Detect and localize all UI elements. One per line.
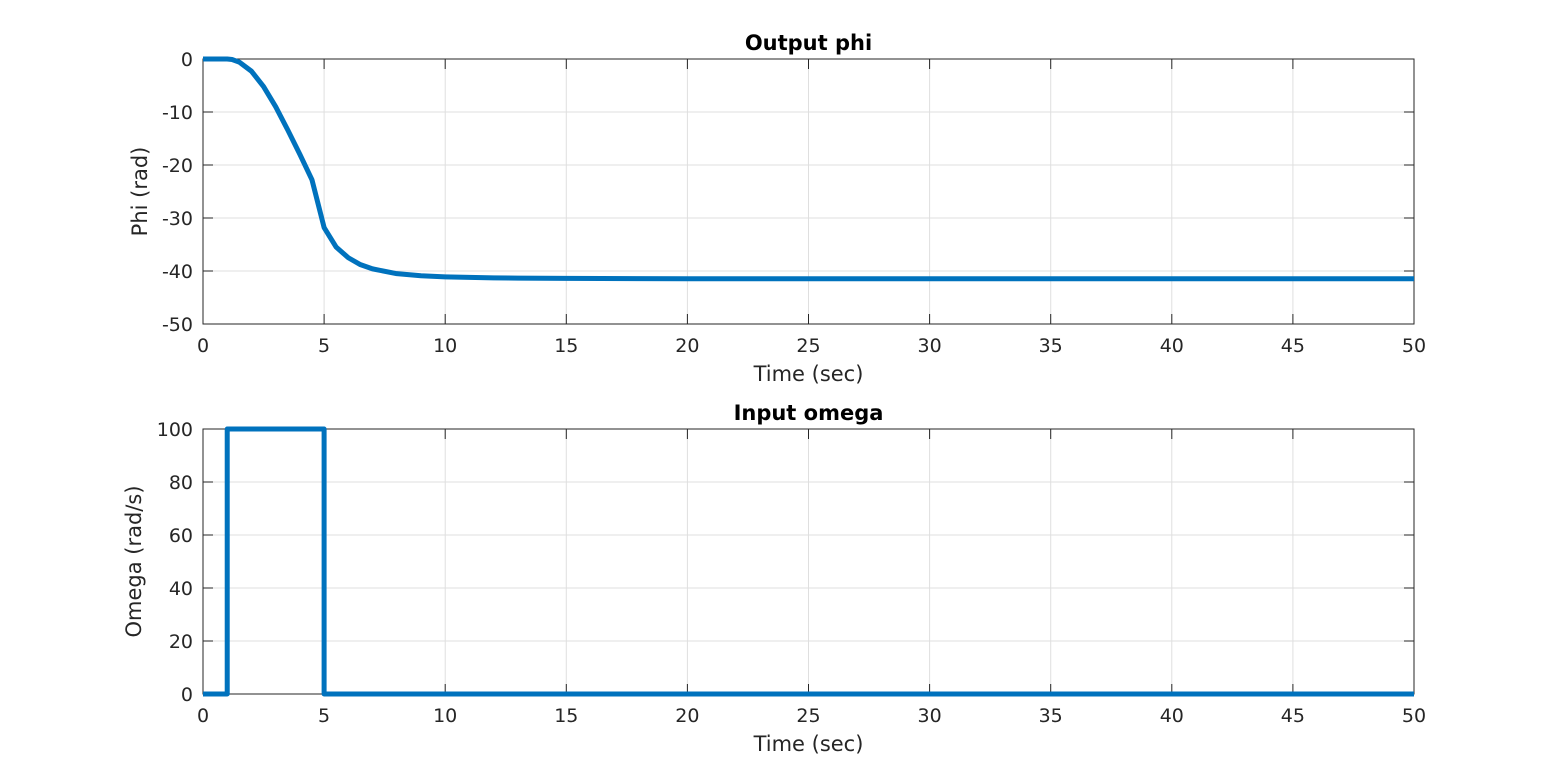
y-axis-label: Phi (rad) bbox=[128, 147, 152, 237]
x-tick-label: 40 bbox=[1160, 705, 1184, 727]
y-tick-label: 40 bbox=[169, 578, 193, 600]
x-tick-label: 10 bbox=[433, 335, 457, 357]
x-tick-label: 35 bbox=[1039, 335, 1063, 357]
x-tick-label: 20 bbox=[675, 705, 699, 727]
subplot-output-phi: 0 5 10 15 20 25 30 35 40 45 50 0 -10 -20 -30 -40 -50 Out… bbox=[128, 31, 1426, 386]
x-tick-label: 25 bbox=[796, 335, 820, 357]
y-tick-label: -50 bbox=[162, 314, 193, 336]
x-tick-label: 0 bbox=[197, 705, 209, 727]
y-tick-label: -20 bbox=[162, 155, 193, 177]
y-tick-label: 20 bbox=[169, 631, 193, 653]
x-tick-label: 15 bbox=[554, 705, 578, 727]
x-tick-label: 45 bbox=[1281, 705, 1305, 727]
x-tick-label: 35 bbox=[1039, 705, 1063, 727]
y-tick-label: -10 bbox=[162, 102, 193, 124]
subplot-input-omega: 0 5 10 15 20 25 30 35 40 45 50 100 80 60 40 20 0 Input o… bbox=[122, 401, 1426, 756]
y-tick-label: 0 bbox=[181, 684, 193, 706]
y-tick-label: 0 bbox=[181, 49, 193, 71]
x-tick-label: 40 bbox=[1160, 335, 1184, 357]
x-tick-label: 5 bbox=[318, 335, 330, 357]
y-axis-label: Omega (rad/s) bbox=[122, 485, 146, 637]
x-tick-label: 0 bbox=[197, 335, 209, 357]
x-tick-label: 10 bbox=[433, 705, 457, 727]
series-line bbox=[203, 56, 1414, 282]
x-tick-label: 30 bbox=[918, 335, 942, 357]
x-tick-label: 45 bbox=[1281, 335, 1305, 357]
x-tick-label: 5 bbox=[318, 705, 330, 727]
y-tick-label: 60 bbox=[169, 525, 193, 547]
x-tick-label: 15 bbox=[554, 335, 578, 357]
x-tick-label: 30 bbox=[918, 705, 942, 727]
x-tick-label: 50 bbox=[1402, 705, 1426, 727]
y-tick-label: -30 bbox=[162, 208, 193, 230]
y-tick-label: -40 bbox=[162, 261, 193, 283]
x-tick-label: 50 bbox=[1402, 335, 1426, 357]
x-tick-label: 25 bbox=[796, 705, 820, 727]
y-tick-label: 100 bbox=[157, 419, 193, 441]
chart-title: Input omega bbox=[734, 401, 884, 425]
x-tick-label: 20 bbox=[675, 335, 699, 357]
x-axis-label: Time (sec) bbox=[753, 732, 864, 756]
series-line bbox=[203, 426, 1414, 697]
chart-title: Output phi bbox=[745, 31, 872, 55]
y-tick-label: 80 bbox=[169, 472, 193, 494]
x-axis-label: Time (sec) bbox=[753, 362, 864, 386]
